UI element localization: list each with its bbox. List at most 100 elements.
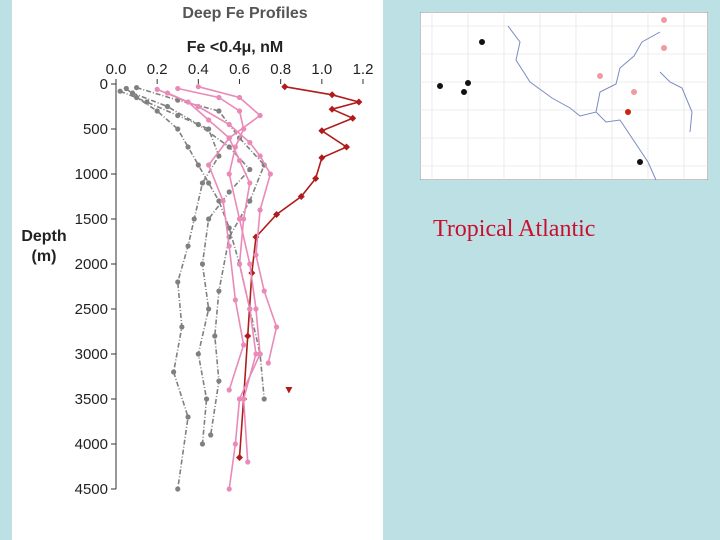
marker: [265, 360, 271, 366]
marker: [175, 486, 181, 492]
x-tick-label: 1.0: [311, 61, 332, 78]
marker: [216, 288, 222, 294]
marker: [226, 243, 232, 249]
marker: [257, 351, 263, 357]
marker: [195, 351, 201, 357]
marker: [318, 154, 326, 162]
marker: [191, 216, 197, 222]
x-tick-label: 0.0: [106, 61, 127, 78]
y-tick-label: 1000: [75, 166, 108, 183]
marker: [226, 486, 232, 492]
marker: [164, 90, 171, 96]
region-label: Tropical Atlantic: [433, 216, 596, 242]
marker: [212, 333, 218, 339]
marker: [244, 332, 252, 340]
marker: [216, 108, 222, 114]
marker: [216, 378, 222, 384]
marker: [206, 180, 212, 186]
marker: [199, 261, 206, 267]
profile-line: [125, 87, 265, 400]
marker: [253, 252, 259, 258]
marker: [247, 166, 253, 173]
marker: [236, 216, 243, 222]
marker: [236, 396, 243, 402]
marker: [267, 171, 273, 177]
marker: [144, 99, 150, 105]
y-tick-label: 2000: [75, 256, 108, 273]
marker: [164, 103, 171, 110]
marker: [236, 157, 243, 164]
y-tick-label: 4000: [75, 436, 108, 453]
marker: [297, 193, 305, 200]
marker: [206, 216, 212, 222]
marker: [245, 459, 251, 465]
y-tick-label: 500: [83, 121, 108, 138]
marker: [154, 108, 160, 114]
marker: [261, 396, 267, 402]
marker: [236, 261, 243, 267]
marker: [253, 351, 259, 357]
marker: [349, 114, 357, 122]
marker: [203, 396, 210, 402]
y-tick-label: 1500: [75, 211, 108, 228]
marker: [241, 342, 247, 348]
marker: [206, 117, 212, 123]
marker: [195, 84, 201, 90]
marker: [236, 454, 243, 461]
y-tick-label: 3500: [75, 391, 108, 408]
marker: [253, 306, 259, 312]
marker: [247, 306, 253, 312]
marker: [273, 211, 281, 218]
marker: [195, 162, 201, 168]
marker: [281, 83, 289, 91]
marker: [175, 85, 181, 92]
marker: [226, 225, 232, 231]
y-tick-label: 4500: [75, 481, 108, 498]
marker: [206, 306, 212, 312]
marker: [261, 288, 267, 294]
profile-line: [156, 88, 257, 463]
profile-line: [238, 85, 362, 458]
marker: [199, 180, 206, 186]
x-axis-label: Fe <0.4μ, nM: [187, 39, 283, 56]
marker: [175, 112, 181, 119]
marker: [226, 171, 232, 177]
marker: [226, 189, 232, 195]
chart-title: Deep Fe Profiles: [182, 5, 307, 22]
marker: [175, 126, 181, 132]
marker: [216, 153, 222, 159]
marker: [226, 387, 232, 393]
marker: [252, 233, 260, 241]
marker: [123, 85, 129, 92]
marker: [185, 414, 191, 420]
marker: [241, 216, 247, 222]
marker: [273, 324, 280, 330]
profile-line: [167, 92, 278, 364]
marker: [216, 198, 222, 204]
x-tick-label: 0.4: [188, 61, 209, 78]
marker: [206, 162, 212, 168]
x-tick-label: 0.8: [270, 61, 291, 78]
marker: [236, 108, 243, 114]
marker: [208, 432, 214, 438]
marker: [247, 261, 253, 267]
marker: [179, 324, 185, 330]
marker: [257, 112, 263, 119]
x-tick-label: 0.2: [147, 61, 168, 78]
marker: [129, 90, 136, 96]
marker: [328, 91, 336, 99]
y-tick-label: 3000: [75, 346, 108, 363]
marker: [232, 297, 238, 303]
marker: [199, 441, 206, 447]
marker: [328, 105, 336, 113]
marker: [343, 143, 351, 151]
marker: [154, 86, 160, 92]
marker: [247, 139, 253, 146]
chart: Deep Fe Profiles Fe <0.4μ, nM 0.0 0.2 0.4 0…: [75, 5, 374, 498]
map: [420, 12, 708, 180]
marker: [195, 121, 201, 128]
marker: [236, 94, 243, 101]
marker: [241, 396, 247, 402]
marker: [185, 243, 191, 249]
